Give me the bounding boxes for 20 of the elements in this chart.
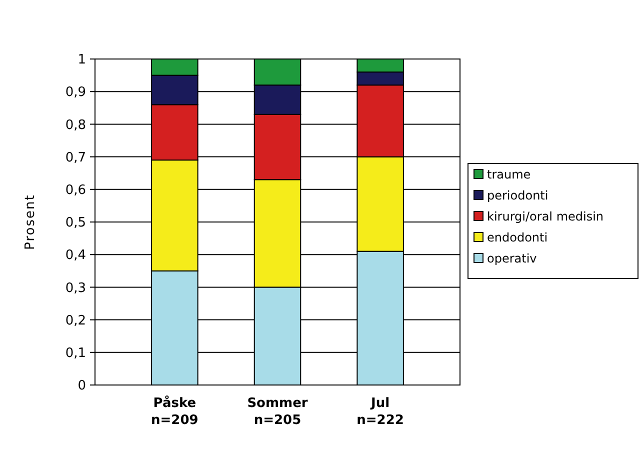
y-tick-label: 0,6 <box>65 182 86 198</box>
legend-label: kirurgi/oral medisin <box>487 210 604 224</box>
x-tick-label: Jul n=222 <box>356 396 404 428</box>
x-tick-label: Påske n=209 <box>151 395 198 428</box>
legend-label: operativ <box>487 252 537 266</box>
y-tick-label: 0,2 <box>65 313 86 328</box>
y-axis-title: Prosent <box>23 194 38 250</box>
legend-label: periodonti <box>487 188 548 203</box>
y-tick-label: 0,1 <box>65 346 86 361</box>
y-tick-label: 0,7 <box>65 150 86 166</box>
y-tick-label: 0,8 <box>65 118 86 133</box>
y-tick-label: 0,5 <box>65 216 86 231</box>
y-tick-label: 0 <box>78 378 86 394</box>
y-tick-label: 1 <box>78 52 86 68</box>
x-tick-label: Sommer n=205 <box>247 396 308 428</box>
y-tick-label: 0,4 <box>65 248 86 264</box>
legend-label: traume <box>487 168 531 182</box>
y-tick-label: 0,9 <box>65 85 86 100</box>
y-tick-label: 0,3 <box>65 280 86 296</box>
legend-label: endodonti <box>487 230 548 245</box>
